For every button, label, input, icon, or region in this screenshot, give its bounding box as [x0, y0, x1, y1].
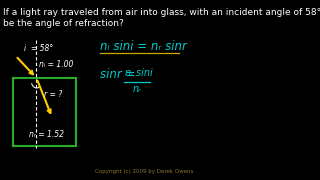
Text: nᵢ sini = nᵣ sinr: nᵢ sini = nᵣ sinr [100, 40, 187, 53]
Text: nᵣ = 1.52: nᵣ = 1.52 [29, 130, 64, 139]
Bar [13, 78, 76, 146]
Text: sinr =: sinr = [100, 68, 139, 81]
Text: be the angle of refraction?: be the angle of refraction? [3, 19, 124, 28]
Text: Copyright (c) 2009 by Derek Owens: Copyright (c) 2009 by Derek Owens [95, 169, 194, 174]
Text: If a light ray traveled from air into glass, with an incident angle of 58°, what: If a light ray traveled from air into gl… [3, 8, 320, 17]
Text: nᵢ = 1.00: nᵢ = 1.00 [39, 60, 74, 69]
Text: i  = 58°: i = 58° [24, 44, 53, 53]
Text: nᵢ sini: nᵢ sini [125, 68, 152, 78]
Text: nᵣ: nᵣ [132, 84, 141, 94]
Text: r = ?: r = ? [44, 90, 62, 99]
